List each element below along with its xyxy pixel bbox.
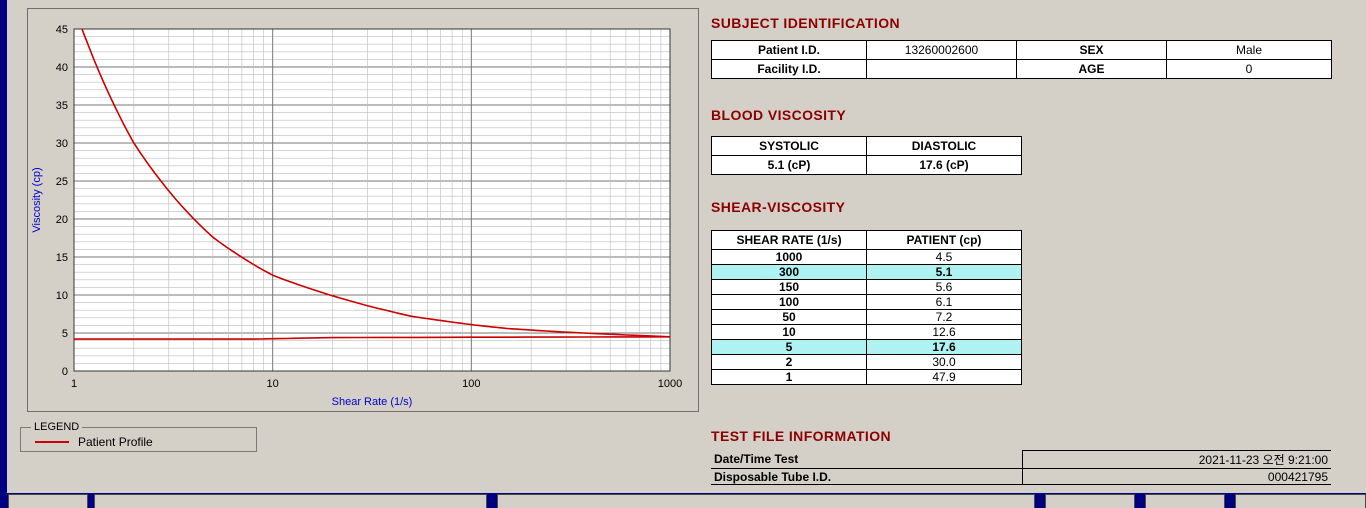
shear-rate-cell: 1000 bbox=[711, 249, 867, 265]
diastolic-value: 17.6 (cP) bbox=[866, 155, 1022, 175]
systolic-header: SYSTOLIC bbox=[711, 136, 867, 156]
svg-text:10: 10 bbox=[267, 378, 279, 390]
table-row: Disposable Tube I.D. 000421795 bbox=[711, 468, 1331, 485]
shear-rate-cell: 150 bbox=[711, 279, 867, 295]
diastolic-header: DIASTOLIC bbox=[866, 136, 1022, 156]
patient-id-value: 13260002600 bbox=[866, 40, 1017, 60]
age-value: 0 bbox=[1166, 59, 1332, 79]
svg-text:20: 20 bbox=[56, 214, 68, 226]
svg-text:100: 100 bbox=[462, 378, 480, 390]
facility-id-value bbox=[866, 59, 1017, 79]
systolic-value: 5.1 (cP) bbox=[711, 155, 867, 175]
bottom-panel[interactable] bbox=[1235, 494, 1366, 508]
viscosity-chart-svg: 0 5 10 15 20 25 30 35 40 45 1 10 100 1000 Shear Rate (… bbox=[31, 24, 682, 408]
shear-row: 100 6.1 bbox=[711, 294, 1022, 310]
shear-rate-cell: 5 bbox=[711, 339, 867, 355]
bottom-panel[interactable] bbox=[1045, 494, 1135, 508]
shear-viscosity-table: SHEAR RATE (1/s) PATIENT (cp) 1000 4.5 300… bbox=[711, 230, 1022, 385]
patient-cp-cell: 47.9 bbox=[866, 369, 1022, 385]
patient-id-label: Patient I.D. bbox=[711, 40, 867, 60]
blood-viscosity-heading: BLOOD VISCOSITY bbox=[711, 107, 847, 123]
window-edge-strip bbox=[0, 0, 7, 508]
bottom-panel[interactable] bbox=[94, 494, 487, 508]
bottom-panel[interactable] bbox=[8, 494, 88, 508]
bottom-panel[interactable] bbox=[497, 494, 1035, 508]
table-row: SHEAR RATE (1/s) PATIENT (cp) bbox=[711, 230, 1022, 250]
legend-box: LEGEND Patient Profile bbox=[20, 421, 257, 452]
shear-rate-cell: 1 bbox=[711, 369, 867, 385]
table-row: Facility I.D. AGE 0 bbox=[711, 59, 1332, 79]
shear-viscosity-body: 1000 4.5 300 5.1 150 5.6 100 6.1 50 7.2 10 12.6 5 17.… bbox=[711, 249, 1022, 385]
shear-row: 150 5.6 bbox=[711, 279, 1022, 295]
svg-text:25: 25 bbox=[56, 176, 68, 188]
table-row: Patient I.D. 13260002600 SEX Male bbox=[711, 40, 1332, 60]
patient-cp-header: PATIENT (cp) bbox=[866, 230, 1022, 250]
subject-identification-table: Patient I.D. 13260002600 SEX Male Facili… bbox=[711, 40, 1332, 79]
disposable-tube-id-label: Disposable Tube I.D. bbox=[711, 468, 1022, 485]
svg-text:1000: 1000 bbox=[658, 378, 682, 390]
subject-identification-heading: SUBJECT IDENTIFICATION bbox=[711, 15, 900, 31]
svg-text:35: 35 bbox=[56, 100, 68, 112]
shear-rate-cell: 10 bbox=[711, 324, 867, 340]
table-row: Date/Time Test 2021-11-23 오전 9:21:00 bbox=[711, 450, 1331, 469]
viscosity-chart-panel: 0 5 10 15 20 25 30 35 40 45 1 10 100 1000 Shear Rate (… bbox=[27, 8, 699, 412]
legend-line-sample-icon bbox=[35, 441, 69, 443]
shear-row: 1 47.9 bbox=[711, 369, 1022, 385]
svg-text:40: 40 bbox=[56, 62, 68, 74]
sex-value: Male bbox=[1166, 40, 1332, 60]
date-time-test-label: Date/Time Test bbox=[711, 450, 1022, 469]
shear-row: 1000 4.5 bbox=[711, 249, 1022, 265]
svg-text:0: 0 bbox=[62, 366, 68, 378]
svg-text:Viscosity (cp): Viscosity (cp) bbox=[31, 167, 43, 232]
patient-cp-cell: 17.6 bbox=[866, 339, 1022, 355]
shear-row: 50 7.2 bbox=[711, 309, 1022, 325]
disposable-tube-id-value: 000421795 bbox=[1021, 468, 1331, 485]
svg-text:1: 1 bbox=[71, 378, 77, 390]
patient-cp-cell: 5.6 bbox=[866, 279, 1022, 295]
patient-cp-cell: 12.6 bbox=[866, 324, 1022, 340]
svg-text:15: 15 bbox=[56, 252, 68, 264]
svg-text:10: 10 bbox=[56, 290, 68, 302]
patient-cp-cell: 30.0 bbox=[866, 354, 1022, 370]
shear-rate-header: SHEAR RATE (1/s) bbox=[711, 230, 867, 250]
bottom-panel[interactable] bbox=[1145, 494, 1225, 508]
patient-cp-cell: 5.1 bbox=[866, 264, 1022, 280]
shear-row: 10 12.6 bbox=[711, 324, 1022, 340]
table-row: SYSTOLIC DIASTOLIC bbox=[711, 136, 1022, 156]
table-row: 5.1 (cP) 17.6 (cP) bbox=[711, 155, 1022, 175]
shear-rate-cell: 2 bbox=[711, 354, 867, 370]
test-file-information-heading: TEST FILE INFORMATION bbox=[711, 428, 892, 444]
svg-text:30: 30 bbox=[56, 138, 68, 150]
sex-label: SEX bbox=[1016, 40, 1167, 60]
shear-row: 300 5.1 bbox=[711, 264, 1022, 280]
shear-rate-cell: 100 bbox=[711, 294, 867, 310]
patient-cp-cell: 4.5 bbox=[866, 249, 1022, 265]
shear-rate-cell: 50 bbox=[711, 309, 867, 325]
legend-title: LEGEND bbox=[34, 421, 80, 433]
shear-viscosity-heading: SHEAR-VISCOSITY bbox=[711, 199, 846, 215]
facility-id-label: Facility I.D. bbox=[711, 59, 867, 79]
patient-cp-cell: 6.1 bbox=[866, 294, 1022, 310]
blood-viscosity-table: SYSTOLIC DIASTOLIC 5.1 (cP) 17.6 (cP) bbox=[711, 136, 1022, 175]
svg-text:5: 5 bbox=[62, 328, 68, 340]
svg-text:Shear Rate (1/s): Shear Rate (1/s) bbox=[332, 396, 413, 408]
shear-row: 5 17.6 bbox=[711, 339, 1022, 355]
shear-rate-cell: 300 bbox=[711, 264, 867, 280]
patient-cp-cell: 7.2 bbox=[866, 309, 1022, 325]
test-file-table: Date/Time Test 2021-11-23 오전 9:21:00 Dis… bbox=[711, 450, 1331, 485]
shear-row: 2 30.0 bbox=[711, 354, 1022, 370]
svg-text:45: 45 bbox=[56, 24, 68, 36]
date-time-test-value: 2021-11-23 오전 9:21:00 bbox=[1021, 450, 1331, 469]
age-label: AGE bbox=[1016, 59, 1167, 79]
legend-entry-label: Patient Profile bbox=[78, 435, 153, 449]
